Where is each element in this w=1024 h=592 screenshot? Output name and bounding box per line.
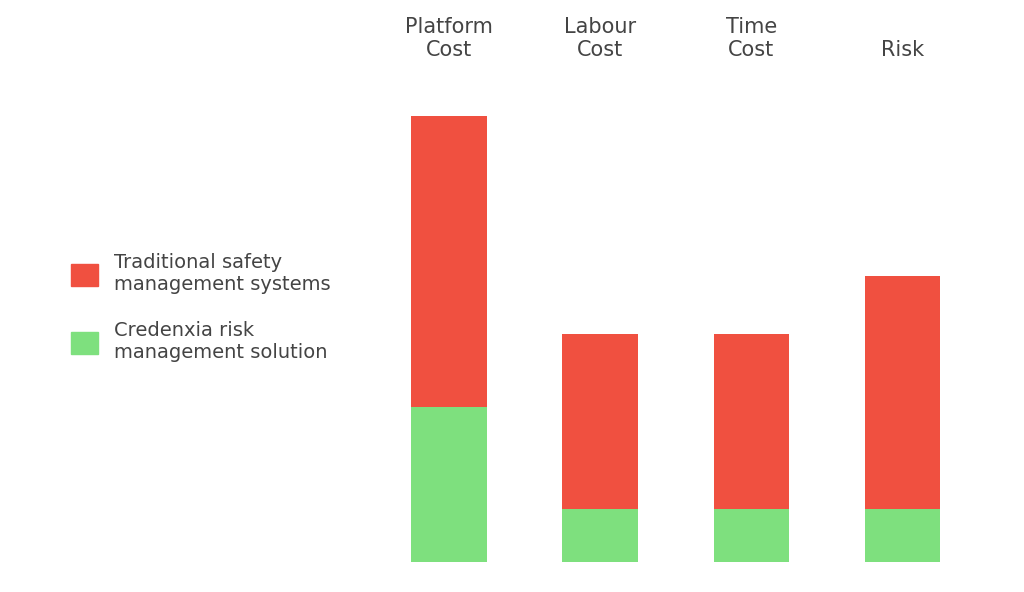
Bar — [865, 509, 940, 562]
Bar — [412, 116, 486, 407]
Bar — [562, 509, 638, 562]
Bar — [412, 407, 486, 562]
Bar — [714, 509, 790, 562]
Bar — [865, 276, 940, 509]
Legend: Traditional safety
management systems, Credenxia risk
management solution: Traditional safety management systems, C… — [71, 253, 331, 362]
Bar — [714, 334, 790, 509]
Bar — [562, 334, 638, 509]
